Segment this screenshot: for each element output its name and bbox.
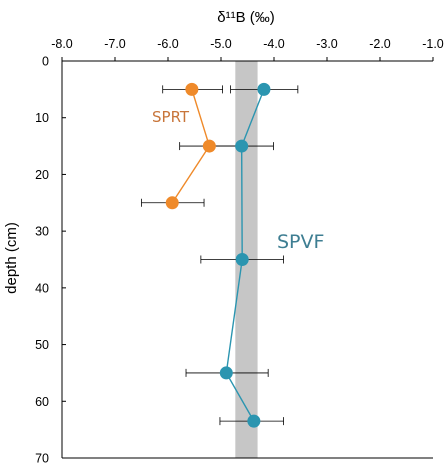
data-points	[165, 82, 271, 428]
x-tick-label: -4.0	[263, 37, 285, 51]
data-point-sprt	[202, 139, 216, 153]
x-tick-label: -8.0	[51, 37, 73, 51]
x-tick-label: -6.0	[157, 37, 179, 51]
series-label-sprt: SPRT	[152, 108, 190, 126]
data-point-spvf	[247, 414, 261, 428]
error-bars	[141, 85, 299, 426]
y-tick-label: 70	[35, 452, 49, 465]
y-tick-label: 0	[42, 55, 49, 69]
x-tick-label: -1.0	[422, 37, 444, 51]
data-point-sprt	[165, 196, 179, 210]
y-tick-label: 60	[35, 395, 49, 409]
y-tick-label: 50	[35, 338, 49, 352]
x-tick-label: -5.0	[210, 37, 232, 51]
data-point-spvf	[235, 253, 249, 266]
x-tick-label: -7.0	[104, 37, 126, 51]
data-point-spvf	[219, 366, 233, 380]
y-axis-title: depth (cm)	[3, 222, 20, 294]
x-tick-label: -3.0	[316, 37, 338, 51]
x-tick-label: -2.0	[369, 37, 391, 51]
labels: δ¹¹B (‰) depth (cm) SPRT SPVF	[3, 9, 324, 294]
data-point-spvf	[257, 82, 271, 96]
y-tick-label: 10	[35, 111, 49, 125]
y-tick-label: 30	[35, 225, 49, 239]
data-point-sprt	[185, 82, 199, 96]
y-tick-label: 40	[35, 281, 49, 295]
axes: -8.0 -7.0 -6.0 -5.0 -4.0 -3.0 -2.0 -1.0 0 10 20 30 4…	[35, 37, 444, 465]
x-axis-title: δ¹¹B (‰)	[217, 9, 275, 26]
data-point-spvf	[235, 139, 249, 153]
series-label-spvf: SPVF	[277, 231, 324, 253]
y-tick-label: 20	[35, 168, 49, 182]
